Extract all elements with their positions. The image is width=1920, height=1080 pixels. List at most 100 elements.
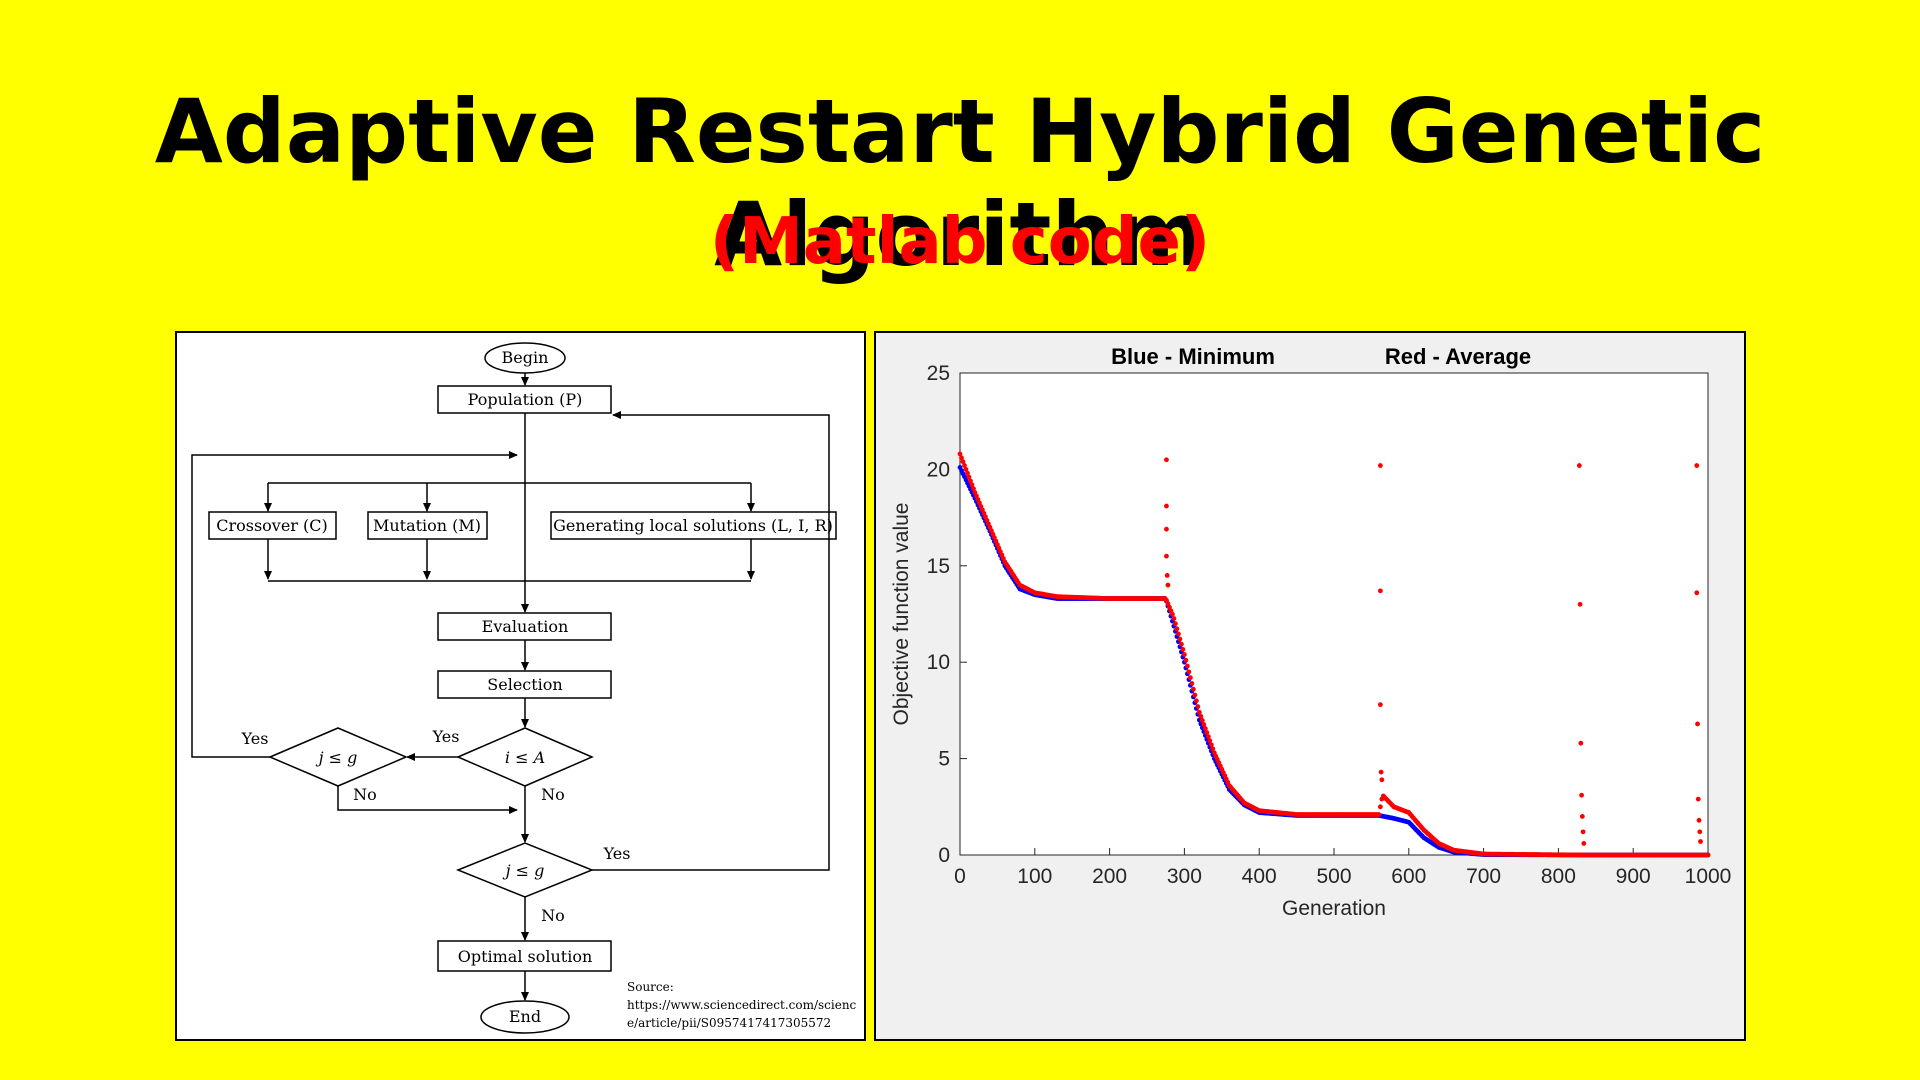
x-tick-label: 1000 — [1685, 865, 1732, 888]
x-tick-label: 500 — [1316, 865, 1351, 888]
x-tick-label: 100 — [1017, 865, 1052, 888]
end-label: End — [509, 1007, 541, 1026]
x-tick-label: 600 — [1391, 865, 1426, 888]
plot-area — [959, 372, 1709, 856]
data-point — [1170, 611, 1175, 617]
local-solutions-label: Generating local solutions (L, I, R) — [553, 516, 833, 535]
data-point — [1183, 657, 1189, 663]
y-tick-label: 25 — [927, 362, 950, 385]
decision-bottom-label: j ≤ g — [503, 861, 545, 880]
decision-left-label: j ≤ g — [316, 748, 358, 767]
y-tick-label: 20 — [927, 458, 950, 481]
data-point — [1377, 804, 1383, 810]
data-point — [969, 482, 975, 488]
data-point — [1201, 722, 1207, 727]
y-tick-label: 15 — [927, 555, 950, 578]
restart-point — [1579, 814, 1585, 819]
no-label-center: No — [541, 785, 565, 804]
data-point — [962, 463, 967, 468]
selection-label: Selection — [487, 675, 562, 694]
restart-point — [1377, 588, 1383, 594]
mutation-label: Mutation (M) — [373, 516, 481, 535]
objective-chart: Blue - Minimum Red - Average Generation … — [890, 344, 1732, 920]
restart-point — [1581, 841, 1587, 846]
y-tick-label: 5 — [938, 748, 950, 771]
data-point — [1187, 675, 1193, 681]
restart-point — [1578, 740, 1584, 746]
data-point — [1171, 616, 1177, 621]
data-point — [1173, 621, 1178, 627]
flowchart-panel: Begin Population (P) Crossover (C) Mutat… — [175, 331, 866, 1041]
data-point — [1210, 746, 1216, 752]
x-axis-label: Generation — [1282, 897, 1386, 920]
data-point — [1199, 718, 1205, 723]
x-tick-label: 700 — [1466, 865, 1501, 888]
data-point — [960, 459, 966, 465]
x-tick-label: 900 — [1616, 865, 1651, 888]
data-point — [1202, 726, 1208, 731]
decision-center — [456, 727, 594, 787]
data-point — [1207, 738, 1213, 744]
source-line-2: https://www.sciencedirect.com/scienc — [627, 998, 857, 1012]
end-node — [480, 1000, 570, 1034]
page-subtitle: (Matlab code) — [709, 205, 1211, 279]
restart-point — [1697, 829, 1703, 835]
no-label-bottom: No — [541, 906, 565, 925]
x-tick-label: 300 — [1167, 865, 1202, 888]
x-tick-label: 0 — [954, 865, 966, 888]
data-point — [1186, 669, 1192, 675]
data-point — [1176, 631, 1181, 637]
y-axis-label: Objective function value — [890, 503, 913, 726]
y-tick-label: 10 — [927, 651, 950, 674]
restart-point — [1378, 769, 1384, 775]
source-line-3: e/article/pii/S0957417417305572 — [627, 1016, 831, 1030]
restart-point — [1694, 463, 1700, 468]
restart-point — [1164, 573, 1170, 578]
local-solutions-box — [550, 511, 837, 540]
chart-title-right: Red - Average — [1385, 344, 1531, 369]
source-line-1: Source: — [627, 980, 674, 994]
data-point — [965, 470, 970, 476]
chart-panel: Blue - Minimum Red - Average Generation … — [874, 331, 1746, 1041]
data-point — [1190, 686, 1196, 692]
data-point — [1208, 742, 1214, 748]
restart-point — [1576, 463, 1582, 468]
data-point — [1179, 641, 1184, 647]
restart-point — [1696, 817, 1702, 823]
data-point — [1376, 812, 1382, 817]
population-box — [437, 385, 612, 414]
restart-point — [1577, 601, 1583, 607]
restart-point — [1580, 829, 1586, 835]
restart-point — [1164, 457, 1169, 463]
chart-title-left: Blue - Minimum — [1111, 344, 1275, 369]
data-point — [1192, 692, 1198, 698]
data-point — [1193, 698, 1199, 704]
y-tick-label: 0 — [938, 844, 950, 867]
restart-point — [1695, 721, 1700, 727]
data-point — [966, 474, 972, 480]
series-average — [957, 451, 1711, 858]
data-point — [1198, 713, 1204, 719]
restart-point — [1377, 702, 1383, 708]
data-point — [1174, 626, 1180, 632]
x-tick-label: 800 — [1541, 865, 1576, 888]
yes-label-bottom: Yes — [603, 844, 631, 863]
restart-point — [1695, 796, 1701, 802]
data-point — [971, 486, 976, 492]
decision-center-label: i ≤ A — [505, 748, 545, 767]
page-title: Adaptive Restart Hybrid Genetic Algorith… — [154, 80, 1766, 286]
crossover-box — [208, 511, 337, 540]
data-point — [1705, 852, 1711, 858]
data-point — [959, 455, 964, 461]
data-point — [1182, 652, 1187, 657]
data-point — [1205, 734, 1211, 740]
optimal-solution-label: Optimal solution — [458, 947, 593, 966]
restart-point — [1579, 792, 1584, 798]
data-point — [1180, 646, 1186, 652]
optimal-solution-box — [437, 940, 612, 972]
restart-point — [1698, 839, 1703, 844]
flowchart: Begin Population (P) Crossover (C) Mutat… — [191, 342, 857, 1034]
x-tick-label: 200 — [1092, 865, 1127, 888]
data-point — [1195, 704, 1201, 709]
restart-point — [1164, 553, 1169, 559]
